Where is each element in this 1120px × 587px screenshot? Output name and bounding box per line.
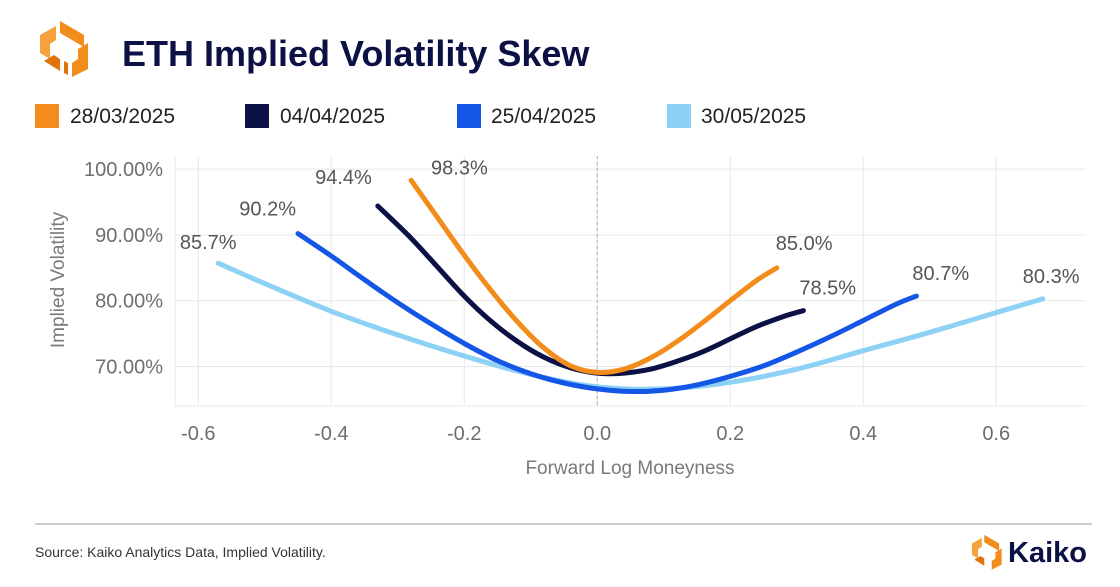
end-label-4: 80.3% bbox=[1023, 266, 1080, 288]
end-label-2: 78.5% bbox=[799, 278, 856, 300]
legend-swatch-3 bbox=[457, 104, 481, 128]
legend-label-3: 25/04/2025 bbox=[491, 105, 596, 128]
x-tick-label: -0.2 bbox=[447, 423, 481, 445]
legend-swatch-1 bbox=[35, 104, 59, 128]
x-tick-label: 0.2 bbox=[716, 423, 744, 445]
axis-ticks: -0.6 -0.4 -0.2 0.0 0.2 0.4 0.6 70.00% 80.00% 90.0… bbox=[84, 159, 1010, 445]
y-tick-label: 70.00% bbox=[95, 357, 163, 379]
legend-item-1: 28/03/2025 bbox=[35, 104, 175, 128]
brand-wordmark: Kaiko bbox=[1008, 537, 1087, 569]
legend-label-1: 28/03/2025 bbox=[70, 105, 175, 128]
legend: 28/03/2025 04/04/2025 25/04/2025 30/05/2… bbox=[35, 104, 806, 128]
legend-swatch-4 bbox=[667, 104, 691, 128]
x-tick-label: -0.6 bbox=[181, 423, 215, 445]
data-labels: 98.3% 85.0% 94.4% 78.5% 90.2% 80.7% 85.7% 80.3% bbox=[180, 157, 1080, 299]
series-lines bbox=[215, 177, 1046, 395]
grid bbox=[174, 156, 1086, 407]
legend-label-2: 04/04/2025 bbox=[280, 105, 385, 128]
y-tick-label: 100.00% bbox=[84, 159, 163, 181]
start-label-1: 98.3% bbox=[431, 157, 488, 179]
legend-label-4: 30/05/2025 bbox=[701, 105, 806, 128]
y-tick-label: 80.00% bbox=[95, 291, 163, 313]
start-label-2: 94.4% bbox=[315, 167, 372, 189]
x-tick-label: 0.6 bbox=[982, 423, 1010, 445]
x-tick-label: -0.4 bbox=[314, 423, 348, 445]
legend-swatch-2 bbox=[245, 104, 269, 128]
x-tick-label: 0.0 bbox=[583, 423, 611, 445]
start-label-3: 90.2% bbox=[239, 199, 296, 221]
legend-item-3: 25/04/2025 bbox=[457, 104, 596, 128]
y-axis-label: Implied Volatility bbox=[48, 211, 69, 348]
page-title: ETH Implied Volatility Skew bbox=[122, 33, 590, 74]
y-tick-label: 90.00% bbox=[95, 225, 163, 247]
end-label-3: 80.7% bbox=[912, 263, 969, 285]
end-label-1: 85.0% bbox=[776, 233, 833, 255]
kaiko-logo-icon bbox=[40, 21, 88, 77]
legend-item-2: 04/04/2025 bbox=[245, 104, 385, 128]
series-line-1 bbox=[408, 177, 780, 376]
legend-item-4: 30/05/2025 bbox=[667, 104, 806, 128]
start-label-4: 85.7% bbox=[180, 232, 237, 254]
source-note: Source: Kaiko Analytics Data, Implied Vo… bbox=[35, 544, 326, 560]
x-axis-label: Forward Log Moneyness bbox=[525, 458, 734, 479]
kaiko-brand-icon bbox=[971, 534, 1002, 570]
x-tick-label: 0.4 bbox=[849, 423, 877, 445]
series-line-3 bbox=[295, 231, 919, 395]
